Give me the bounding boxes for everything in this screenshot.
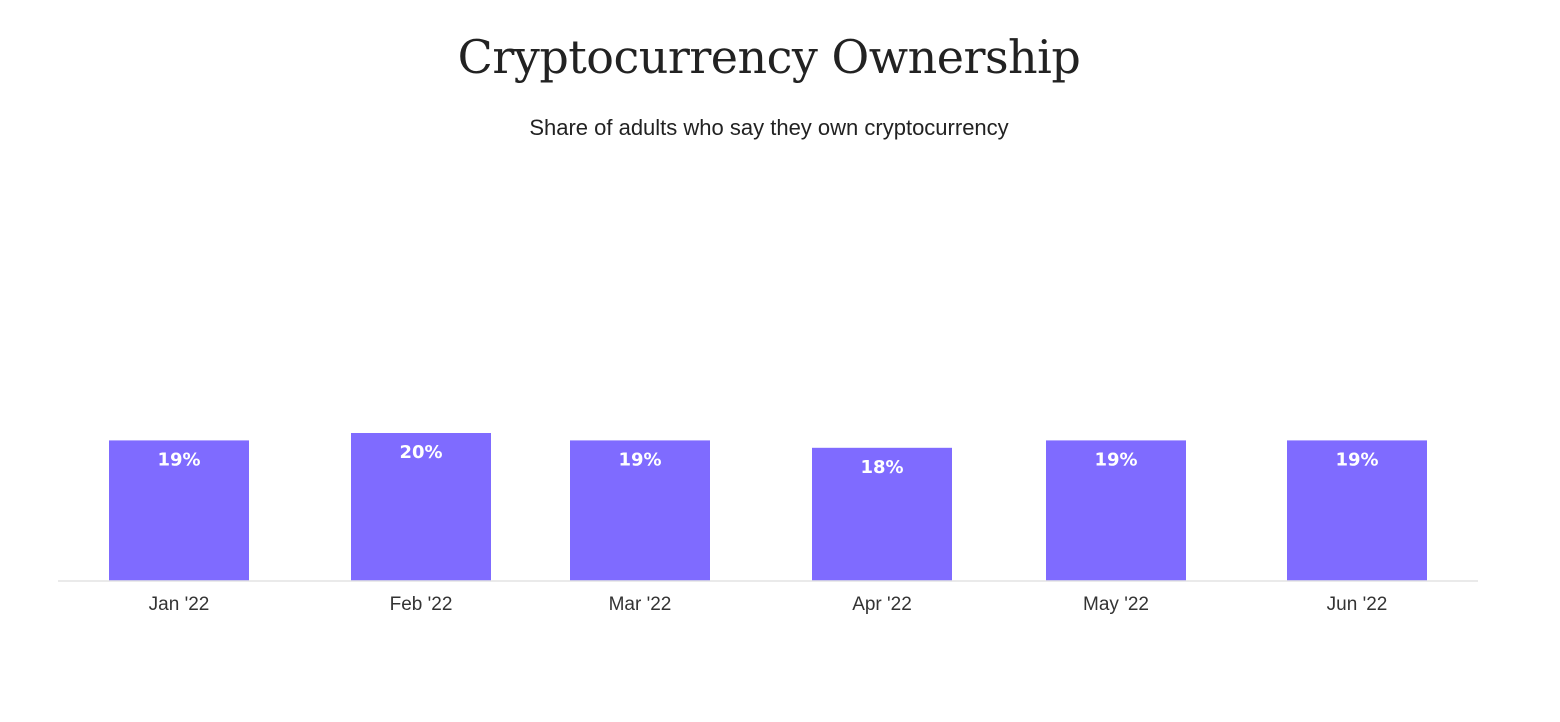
x-tick-label: Feb '22	[390, 594, 453, 615]
bar-value-label: 20%	[399, 442, 442, 463]
bar-4	[1046, 440, 1186, 581]
bar-value-label: 19%	[1094, 449, 1137, 470]
bar-value-label: 19%	[618, 449, 661, 470]
x-tick-label: Jan '22	[149, 594, 210, 615]
bar-3	[812, 447, 952, 581]
bars-group: 19% 20% 19% 18% 19% 19%	[109, 433, 1427, 581]
x-tick-label: May '22	[1083, 594, 1149, 615]
chart-subtitle: Share of adults who say they own cryptoc…	[529, 115, 1009, 140]
bar-5	[1287, 440, 1427, 581]
x-axis-ticks: Jan '22 Feb '22 Mar '22 Apr '22 May '22 Jun '…	[149, 594, 1388, 615]
x-tick-label: Mar '22	[609, 594, 672, 615]
chart-title: Cryptocurrency Ownership	[457, 30, 1081, 84]
bar-1	[351, 433, 491, 581]
bar-2	[570, 440, 710, 581]
bar-0	[109, 440, 249, 581]
bar-value-label: 19%	[157, 449, 200, 470]
x-tick-label: Jun '22	[1327, 594, 1388, 615]
bar-value-label: 19%	[1335, 449, 1378, 470]
x-tick-label: Apr '22	[852, 594, 912, 615]
bar-value-label: 18%	[860, 457, 903, 478]
